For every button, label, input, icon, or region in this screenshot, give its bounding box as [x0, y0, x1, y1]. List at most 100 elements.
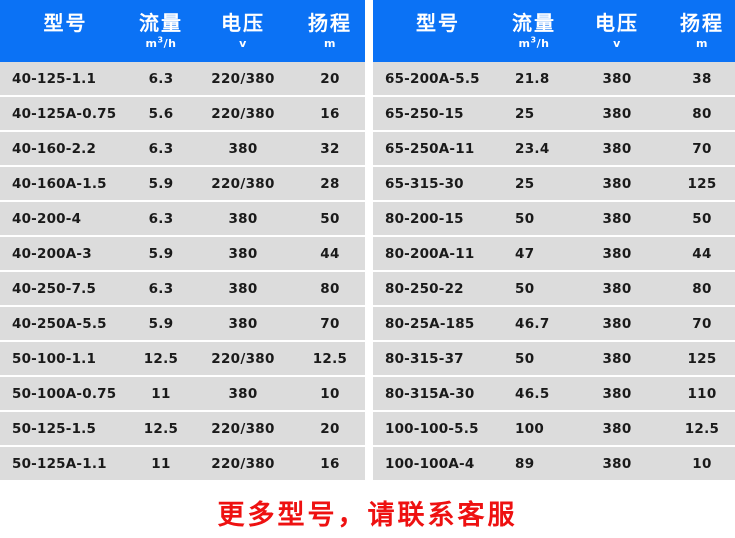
- cell-voltage: 380: [565, 341, 669, 376]
- table-row: 80-315-37 50 380 125: [373, 341, 735, 376]
- cell-flow: 6.3: [131, 131, 191, 166]
- table-row: 50-100-1.1 12.5 220/380 12.5: [0, 341, 365, 376]
- cell-head: 38: [669, 62, 735, 96]
- cell-voltage: 220/380: [191, 166, 295, 201]
- cell-model: 65-315-30: [373, 166, 503, 201]
- cell-model: 40-250A-5.5: [0, 306, 131, 341]
- table-row: 80-315A-30 46.5 380 110: [373, 376, 735, 411]
- spec-table-right: 型号 流量 m3/h 电压 v: [373, 0, 735, 480]
- cell-model: 65-250A-11: [373, 131, 503, 166]
- cell-flow: 46.5: [503, 376, 565, 411]
- column-header-voltage: 电压 v: [191, 0, 295, 62]
- table-row: 40-200-4 6.3 380 50: [0, 201, 365, 236]
- cell-head: 50: [669, 201, 735, 236]
- cell-flow: 6.3: [131, 271, 191, 306]
- cell-head: 70: [295, 306, 365, 341]
- cell-flow: 5.9: [131, 306, 191, 341]
- cell-flow: 5.9: [131, 166, 191, 201]
- column-header-model: 型号: [373, 0, 503, 62]
- cell-head: 10: [669, 446, 735, 480]
- cell-head: 125: [669, 341, 735, 376]
- table-body-left: 40-125-1.1 6.3 220/380 20 40-125A-0.75 5.6 220…: [0, 62, 365, 480]
- column-header-voltage: 电压 v: [565, 0, 669, 62]
- cell-head: 44: [669, 236, 735, 271]
- cell-voltage: 380: [191, 201, 295, 236]
- table-row: 80-200A-11 47 380 44: [373, 236, 735, 271]
- cell-model: 80-25A-185: [373, 306, 503, 341]
- cell-head: 12.5: [295, 341, 365, 376]
- table-row: 50-125A-1.1 11 220/380 16: [0, 446, 365, 480]
- cell-flow: 25: [503, 96, 565, 131]
- cell-model: 100-100A-4: [373, 446, 503, 480]
- cell-model: 40-200A-3: [0, 236, 131, 271]
- column-title-model: 型号: [43, 11, 88, 35]
- cell-model: 40-250-7.5: [0, 271, 131, 306]
- cell-head: 16: [295, 96, 365, 131]
- header-row: 型号 流量 m3/h 电压 v: [373, 0, 735, 62]
- cell-model: 50-125-1.5: [0, 411, 131, 446]
- cell-voltage: 220/380: [191, 341, 295, 376]
- cell-flow: 46.7: [503, 306, 565, 341]
- column-header-head: 扬程 m: [295, 0, 365, 62]
- cell-head: 80: [295, 271, 365, 306]
- cell-flow: 100: [503, 411, 565, 446]
- cell-voltage: 220/380: [191, 96, 295, 131]
- cell-flow: 5.9: [131, 236, 191, 271]
- table-row: 80-25A-185 46.7 380 70: [373, 306, 735, 341]
- cell-head: 20: [295, 62, 365, 96]
- table-body-right: 65-200A-5.5 21.8 380 38 65-250-15 25 380 80 65-2…: [373, 62, 735, 480]
- cell-model: 40-200-4: [0, 201, 131, 236]
- cell-head: 70: [669, 131, 735, 166]
- cell-voltage: 380: [565, 131, 669, 166]
- cell-head: 10: [295, 376, 365, 411]
- column-title-head: 扬程: [308, 11, 352, 35]
- cell-flow: 5.6: [131, 96, 191, 131]
- cell-voltage: 380: [191, 236, 295, 271]
- column-unit-flow: m3/h: [518, 35, 550, 50]
- table-row: 40-200A-3 5.9 380 44: [0, 236, 365, 271]
- cell-flow: 50: [503, 271, 565, 306]
- cell-head: 28: [295, 166, 365, 201]
- table-row: 65-250A-11 23.4 380 70: [373, 131, 735, 166]
- cell-voltage: 380: [191, 131, 295, 166]
- cell-flow: 50: [503, 201, 565, 236]
- cell-head: 70: [669, 306, 735, 341]
- cell-voltage: 380: [565, 96, 669, 131]
- column-unit-head: m: [324, 37, 336, 50]
- cell-model: 100-100-5.5: [373, 411, 503, 446]
- cell-flow: 11: [131, 376, 191, 411]
- cell-head: 32: [295, 131, 365, 166]
- table-row: 100-100-5.5 100 380 12.5: [373, 411, 735, 446]
- table-row: 80-250-22 50 380 80: [373, 271, 735, 306]
- cell-flow: 6.3: [131, 62, 191, 96]
- cell-voltage: 380: [565, 166, 669, 201]
- cell-model: 80-315-37: [373, 341, 503, 376]
- cell-voltage: 380: [191, 376, 295, 411]
- table-row: 50-125-1.5 12.5 220/380 20: [0, 411, 365, 446]
- cell-flow: 11: [131, 446, 191, 480]
- cell-model: 50-100-1.1: [0, 341, 131, 376]
- cell-head: 110: [669, 376, 735, 411]
- column-title-flow: 流量: [139, 11, 183, 35]
- cell-voltage: 220/380: [191, 62, 295, 96]
- cell-voltage: 220/380: [191, 446, 295, 480]
- cell-voltage: 380: [565, 306, 669, 341]
- cell-model: 80-250-22: [373, 271, 503, 306]
- column-header-flow: 流量 m3/h: [131, 0, 191, 62]
- cell-head: 16: [295, 446, 365, 480]
- cell-model: 50-100A-0.75: [0, 376, 131, 411]
- cell-head: 125: [669, 166, 735, 201]
- column-title-flow: 流量: [512, 11, 556, 35]
- table-row: 80-200-15 50 380 50: [373, 201, 735, 236]
- table-row: 40-125-1.1 6.3 220/380 20: [0, 62, 365, 96]
- cell-voltage: 380: [565, 201, 669, 236]
- table-row: 40-160-2.2 6.3 380 32: [0, 131, 365, 166]
- spec-tables-container: 型号 流量 m3/h 电压 v: [0, 0, 735, 480]
- cell-voltage: 380: [565, 236, 669, 271]
- cell-voltage: 380: [565, 446, 669, 480]
- table-header-right: 型号 流量 m3/h 电压 v: [373, 0, 735, 62]
- cell-voltage: 380: [565, 376, 669, 411]
- column-unit-voltage: v: [239, 37, 247, 50]
- cell-head: 44: [295, 236, 365, 271]
- cell-model: 50-125A-1.1: [0, 446, 131, 480]
